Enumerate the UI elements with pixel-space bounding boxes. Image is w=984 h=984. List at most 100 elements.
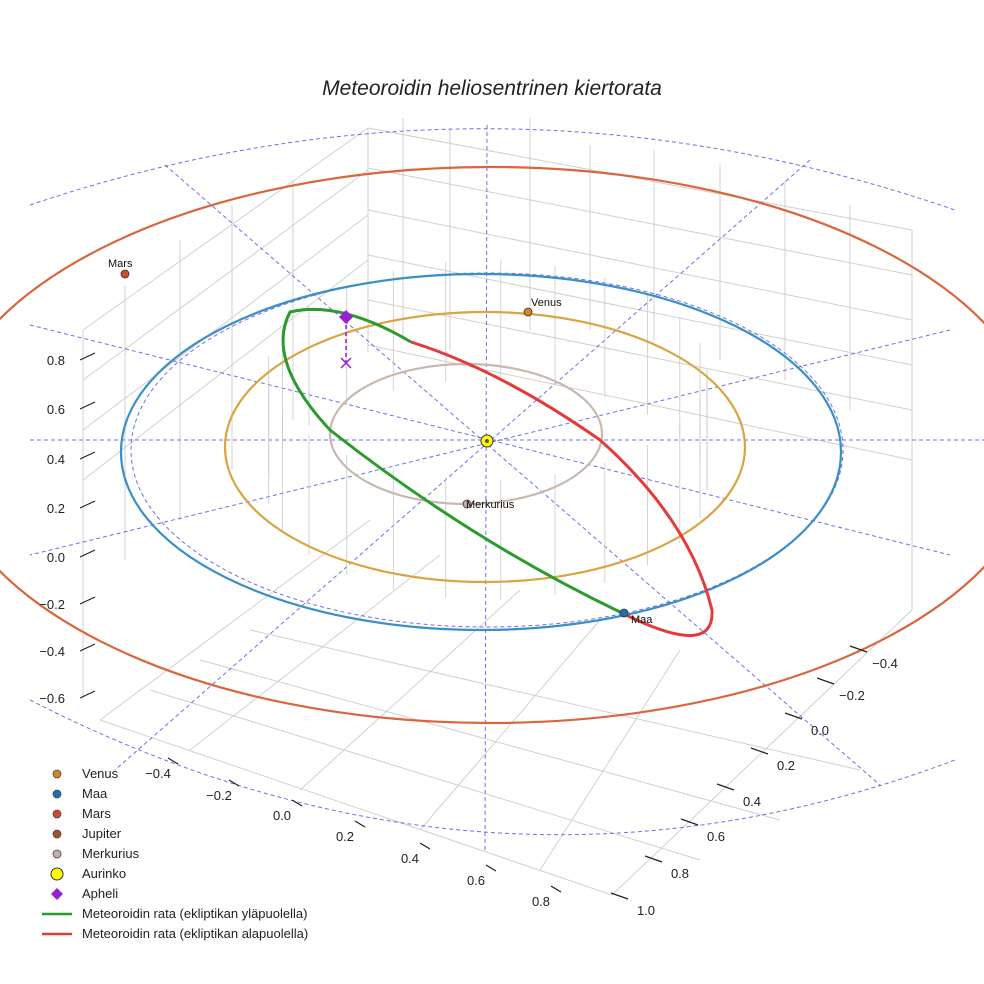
grid-line-d [82, 127, 369, 331]
guide-diagonal-b [114, 159, 811, 771]
x-tick-mark [550, 885, 562, 893]
markers: Mars Venus Maa Merkurius [108, 258, 653, 626]
z-tick-label: 0.4 [47, 452, 65, 467]
z-tick-mark [79, 690, 96, 699]
grid-line-floor [99, 519, 371, 721]
grid-line-floor [99, 719, 613, 896]
x-tick-mark [419, 842, 431, 850]
earth-label: Maa [631, 614, 653, 626]
z-tick-label: −0.4 [39, 644, 65, 659]
z-tick-label: −0.2 [39, 597, 65, 612]
mars-marker [120, 269, 130, 279]
legend: Venus Maa Mars Jupiter Merkurius Aurinko Aphel… [42, 766, 308, 941]
mars-label: Mars [108, 258, 133, 270]
z-tick-mark [79, 596, 96, 605]
y-tick-mark [849, 645, 868, 653]
aphelion-projection [340, 357, 352, 369]
y-tick-label: 0.6 [707, 829, 725, 844]
guide-lines [29, 124, 984, 851]
grid-line-d [82, 259, 369, 481]
legend-label: Apheli [82, 886, 118, 901]
y-tick-label: 0.4 [743, 794, 761, 809]
legend-label: Venus [82, 766, 119, 781]
y-tick-mark [750, 747, 769, 755]
venus-label: Venus [531, 297, 562, 309]
x-tick-label: 0.4 [401, 851, 419, 866]
x-tick-label: 0.6 [467, 873, 485, 888]
y-tick-label: −0.4 [872, 656, 898, 671]
z-tick-mark [79, 401, 96, 410]
guide-vertical [484, 124, 488, 851]
grid-line-d [367, 127, 913, 231]
grid-line-floor [249, 629, 861, 771]
legend-label: Mars [82, 806, 111, 821]
legend-label: Meteoroidin rata (ekliptikan alapuolella… [82, 926, 308, 941]
y-tick-label: 0.2 [777, 758, 795, 773]
y-tick-label: 1.0 [637, 903, 655, 918]
z-tick-mark [79, 500, 96, 509]
grid-line-d [82, 169, 369, 381]
x-tick-mark [228, 779, 240, 787]
z-tick-label: 0.8 [47, 353, 65, 368]
meteoroid-orbit-above [281, 307, 621, 614]
legend-marker [52, 849, 62, 859]
legend-marker [52, 809, 62, 819]
x-tick-label: 0.8 [532, 894, 550, 909]
chart-title: Meteoroidin heliosentrinen kiertorata [322, 77, 662, 100]
grid-line-floor [299, 589, 521, 791]
orbit-venus [223, 310, 747, 584]
x-tick-label: 0.2 [336, 829, 354, 844]
grid-line-floor [189, 554, 441, 751]
legend-marker [51, 888, 63, 900]
guide-outer-top [29, 128, 956, 211]
y-tick-label: −0.2 [839, 688, 865, 703]
meteoroid-orbit-below [410, 340, 714, 637]
z-tick-mark [79, 643, 96, 652]
x-tick-label: −0.4 [145, 766, 171, 781]
y-tick-label: 0.8 [671, 866, 689, 881]
axis-grid [82, 118, 913, 896]
mercury-marker [462, 499, 472, 509]
grid-line-floor [199, 659, 781, 821]
x-tick-mark [354, 820, 366, 828]
guide-diagonal-a [164, 164, 881, 786]
sun-center [485, 439, 489, 443]
legend-label: Jupiter [82, 826, 122, 841]
y-tick-mark [610, 892, 629, 900]
x-tick-mark [485, 864, 497, 872]
z-tick-label: −0.6 [39, 691, 65, 706]
orbit-mars [0, 165, 984, 725]
y-tick-mark [680, 818, 699, 826]
grid-line-floor [149, 689, 701, 861]
grid-line-floor [419, 619, 601, 831]
y-tick-mark [644, 855, 663, 863]
legend-marker [50, 867, 64, 881]
drop-lines [268, 260, 708, 600]
z-tick-label: 0.0 [47, 550, 65, 565]
grid-line-d [367, 344, 913, 461]
y-tick-mark [716, 783, 735, 791]
legend-label: Meteoroidin rata (ekliptikan yläpuolella… [82, 906, 307, 921]
orbit-earth [119, 272, 843, 632]
venus-marker [523, 307, 533, 317]
x-tick-label: −0.2 [206, 788, 232, 803]
x-tick-label: 0.0 [273, 808, 291, 823]
grid-line-d [367, 209, 913, 321]
axis-ticks: 0.8 0.6 0.4 0.2 0.0 −0.2 −0.4 −0.6 −0.4 −0.2 0.0 0.… [39, 352, 898, 918]
guide-outer-bottom [29, 699, 956, 836]
z-tick-label: 0.2 [47, 501, 65, 516]
legend-marker [52, 789, 62, 799]
grid-line-d [82, 214, 369, 431]
y-tick-label: 0.0 [811, 723, 829, 738]
z-tick-mark [79, 451, 96, 460]
legend-label: Merkurius [82, 846, 140, 861]
z-tick-mark [79, 549, 96, 558]
y-tick-mark [816, 677, 835, 685]
legend-label: Maa [82, 786, 108, 801]
earth-marker [619, 608, 629, 618]
legend-label: Aurinko [82, 866, 126, 881]
legend-marker [52, 769, 62, 779]
x-tick-mark [167, 757, 179, 765]
aphelion-marker [339, 310, 353, 324]
